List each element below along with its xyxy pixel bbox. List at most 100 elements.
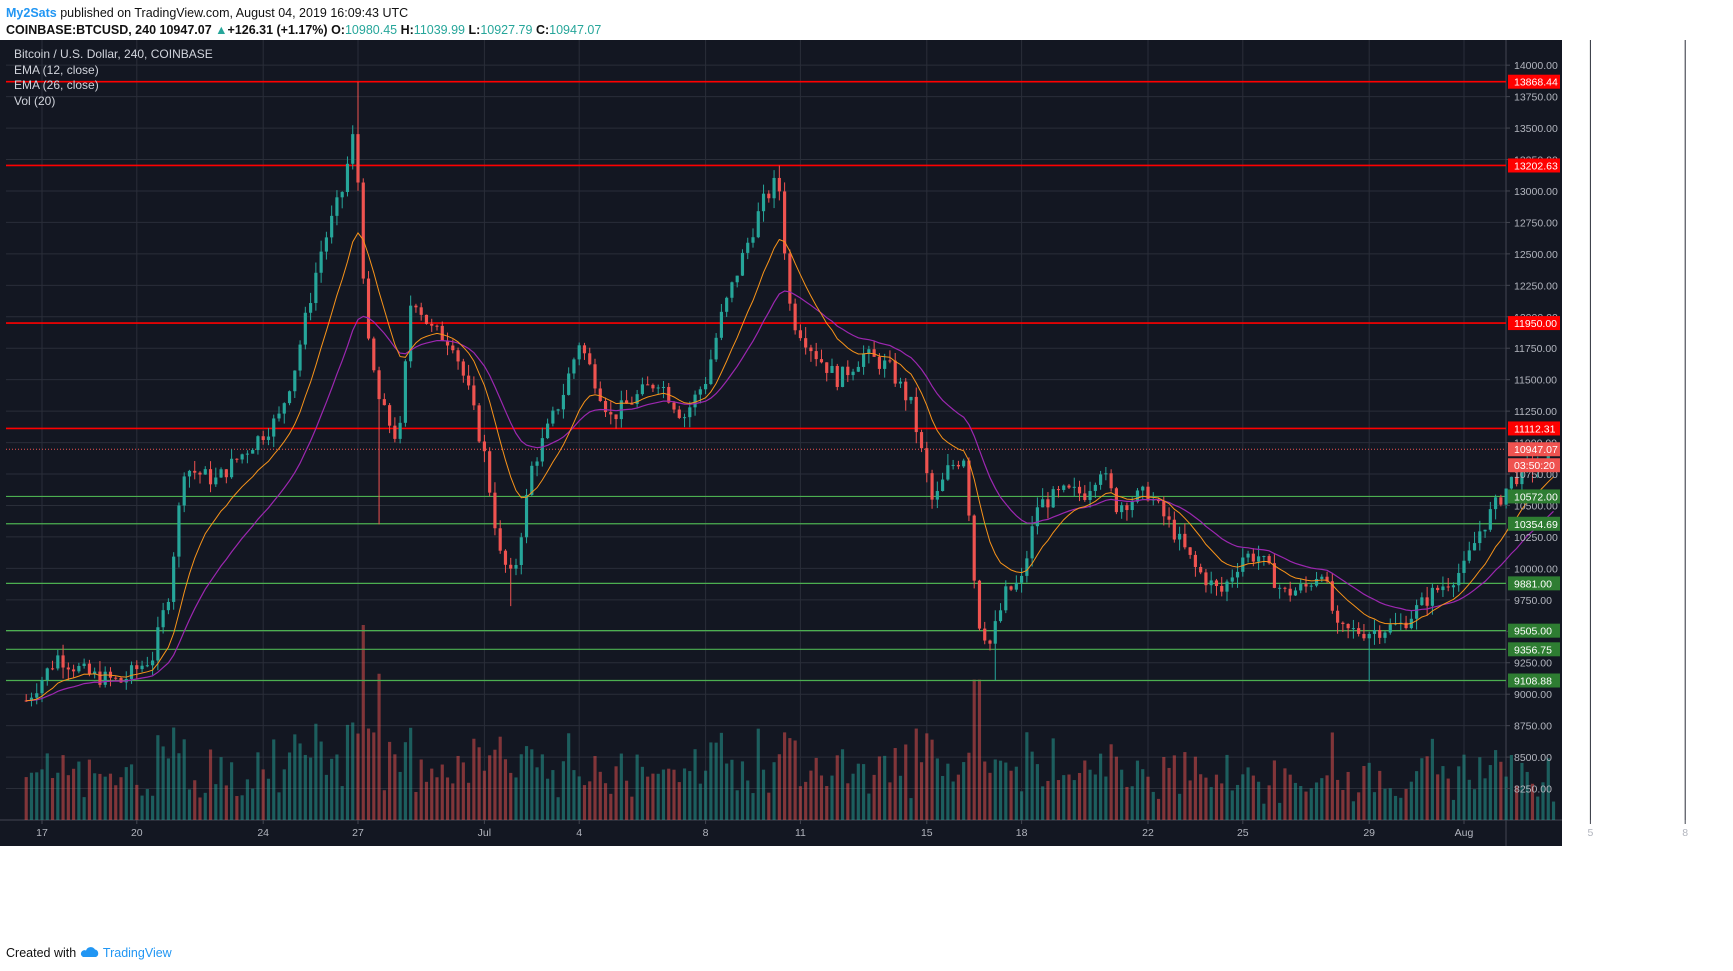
candle-body xyxy=(572,359,576,374)
x-tick-label: 15 xyxy=(921,827,933,839)
volume-bar xyxy=(609,793,613,820)
volume-bar xyxy=(293,734,297,820)
volume-bar xyxy=(1267,785,1271,820)
price-axis[interactable]: 8250.008500.008750.009000.009250.009500.… xyxy=(1506,60,1560,796)
volume-bar xyxy=(1251,775,1255,820)
volume-bar xyxy=(577,776,581,820)
volume-bar xyxy=(693,749,697,820)
resistance-label: 13868.44 xyxy=(1514,77,1558,89)
candle-body xyxy=(1214,580,1219,586)
author-link[interactable]: My2Sats xyxy=(6,6,57,20)
volume-bar xyxy=(172,727,176,820)
candle-body xyxy=(1504,488,1508,505)
volume-bar xyxy=(319,741,323,820)
candle-body xyxy=(177,505,181,557)
candle-body xyxy=(646,384,650,386)
candle-body xyxy=(1125,505,1129,511)
last-price-label-bg xyxy=(1508,442,1560,457)
candle-body xyxy=(87,663,91,675)
volume-bar xyxy=(1151,791,1155,820)
candle-body xyxy=(603,400,608,413)
volume-bar xyxy=(1494,750,1498,820)
volume-bar xyxy=(603,783,608,820)
volume-bar xyxy=(735,790,739,820)
volume-bar xyxy=(1362,765,1366,820)
candle-body xyxy=(1141,486,1145,491)
candle-body xyxy=(208,469,213,485)
volume-bar xyxy=(240,795,244,820)
volume-bar xyxy=(82,797,86,820)
y-tick-label: 10250.00 xyxy=(1514,532,1558,544)
volume-bar xyxy=(324,774,328,820)
resistance-label: 13202.63 xyxy=(1514,160,1558,172)
volume-bar xyxy=(1114,756,1118,820)
volume-bar xyxy=(224,785,228,820)
tradingview-link[interactable]: TradingView xyxy=(102,946,172,960)
volume-bar xyxy=(883,755,887,820)
volume-bar xyxy=(366,728,371,820)
time-axis[interactable]: 17202427Jul48111518222529Aug581215 xyxy=(36,820,1733,839)
volume-bar xyxy=(461,762,465,820)
volume-bar xyxy=(1393,795,1398,820)
candle-body xyxy=(935,491,939,500)
volume-bar xyxy=(725,763,729,820)
legend-ema12[interactable]: EMA (12, close) xyxy=(14,63,99,77)
candle-body xyxy=(993,621,997,644)
high-value: 11039.99 xyxy=(413,23,466,37)
volume-bar xyxy=(1309,788,1313,820)
candle-body xyxy=(493,492,497,529)
candle-body xyxy=(1483,529,1487,532)
volume-bar xyxy=(1530,783,1535,820)
candle-body xyxy=(266,436,271,441)
candle-body xyxy=(772,177,776,199)
volume-bar xyxy=(1193,756,1197,820)
candle-body xyxy=(93,671,97,675)
candle-body xyxy=(1220,585,1224,592)
volume-bar xyxy=(719,732,723,820)
candle-body xyxy=(788,253,792,304)
volume-bar xyxy=(182,739,186,820)
low-label: L: xyxy=(468,23,481,37)
open-value: 10980.45 xyxy=(344,23,398,37)
candle-body xyxy=(424,314,429,324)
candle-body xyxy=(482,441,486,452)
candle-body xyxy=(1309,585,1313,587)
volume-bar xyxy=(1109,744,1113,820)
volume-bar xyxy=(1367,762,1371,820)
volume-bar xyxy=(519,754,523,820)
legend-ema26[interactable]: EMA (26, close) xyxy=(14,78,99,92)
volume-bar xyxy=(967,752,971,820)
volume-bar xyxy=(951,781,955,820)
candle-body xyxy=(951,464,955,466)
candle-body xyxy=(319,251,323,273)
volume-bar xyxy=(1436,774,1440,820)
candle-body xyxy=(403,361,407,423)
candle-body xyxy=(256,436,260,451)
volume-bar xyxy=(1430,738,1434,820)
volume-bar xyxy=(282,769,286,820)
x-tick-label: 17 xyxy=(36,827,48,839)
price-chart[interactable]: Bitcoin / U.S. Dollar, 240, COINBASE EMA… xyxy=(0,40,1733,938)
volume-bar xyxy=(1536,796,1540,820)
candle-body xyxy=(1441,586,1445,591)
candle-body xyxy=(293,370,297,392)
volume-bar xyxy=(393,754,397,820)
volume-bar xyxy=(1467,779,1471,820)
countdown-label: 03:50:20 xyxy=(1514,460,1555,472)
volume-bar xyxy=(266,778,271,820)
volume-bar xyxy=(1446,778,1450,820)
volume-bar xyxy=(345,724,350,820)
volume-bar xyxy=(77,761,81,820)
volume-bar xyxy=(814,757,818,820)
legend-volume[interactable]: Vol (20) xyxy=(14,94,55,108)
candle-body xyxy=(1204,572,1208,586)
volume-bar xyxy=(1183,752,1187,820)
candle-body xyxy=(925,448,929,474)
y-tick-label: 8500.00 xyxy=(1514,752,1552,764)
volume-bar xyxy=(888,782,892,820)
volume-bar xyxy=(614,766,618,820)
candle-body xyxy=(761,193,766,212)
candle-body xyxy=(1035,507,1039,527)
volume-bar xyxy=(1404,788,1408,820)
x-tick-label: 18 xyxy=(1016,827,1028,839)
